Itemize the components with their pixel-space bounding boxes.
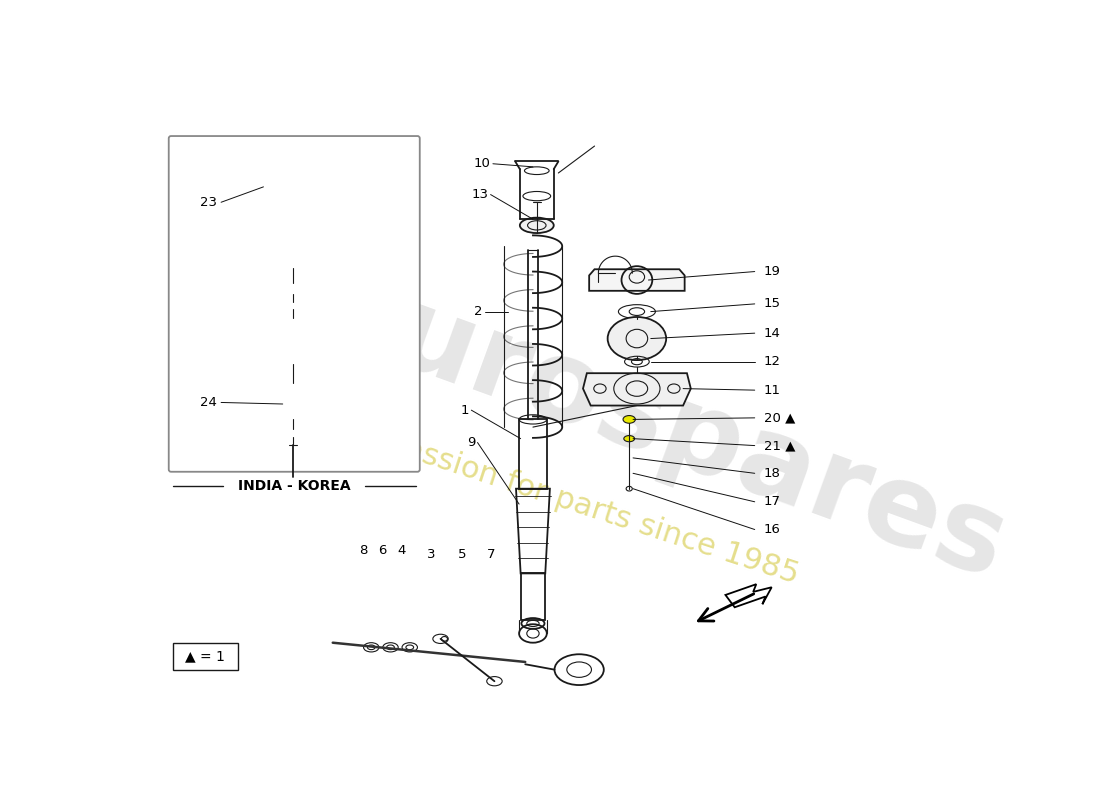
Text: 12: 12 [763,355,781,368]
Bar [173,642,238,670]
Text: 8: 8 [360,544,367,557]
Text: 13: 13 [471,188,488,201]
Ellipse shape [607,317,667,360]
Text: 4: 4 [398,544,406,557]
Ellipse shape [624,435,635,442]
Text: 18: 18 [763,467,781,480]
Text: 9: 9 [466,436,475,449]
Polygon shape [251,242,336,268]
Text: 6: 6 [378,544,387,557]
Text: ▲ = 1: ▲ = 1 [185,650,224,663]
Text: 16: 16 [763,523,781,536]
Text: 3: 3 [427,549,436,562]
Ellipse shape [520,218,553,233]
Text: 19: 19 [763,265,781,278]
Text: 23: 23 [200,196,218,209]
Text: 7: 7 [487,549,496,562]
Polygon shape [246,183,339,217]
Text: 14: 14 [763,326,781,340]
Polygon shape [238,383,348,418]
FancyBboxPatch shape [168,136,420,472]
Text: 2: 2 [474,305,483,318]
Text: INDIA - KOREA: INDIA - KOREA [238,479,351,494]
Text: 24: 24 [200,396,218,409]
Ellipse shape [623,415,636,423]
Text: eurospares: eurospares [307,252,1021,602]
Polygon shape [583,373,691,406]
Ellipse shape [255,318,330,364]
Text: 11: 11 [763,384,781,397]
Text: 5: 5 [458,549,466,562]
Polygon shape [590,270,684,291]
Text: a passion for parts since 1985: a passion for parts since 1985 [355,419,803,589]
Polygon shape [726,584,772,607]
Text: 20 ▲: 20 ▲ [763,411,795,424]
Text: 10: 10 [474,158,491,170]
Text: 21 ▲: 21 ▲ [763,439,795,452]
Text: 15: 15 [763,298,781,310]
Text: 17: 17 [763,495,781,508]
Text: 1: 1 [461,404,469,417]
